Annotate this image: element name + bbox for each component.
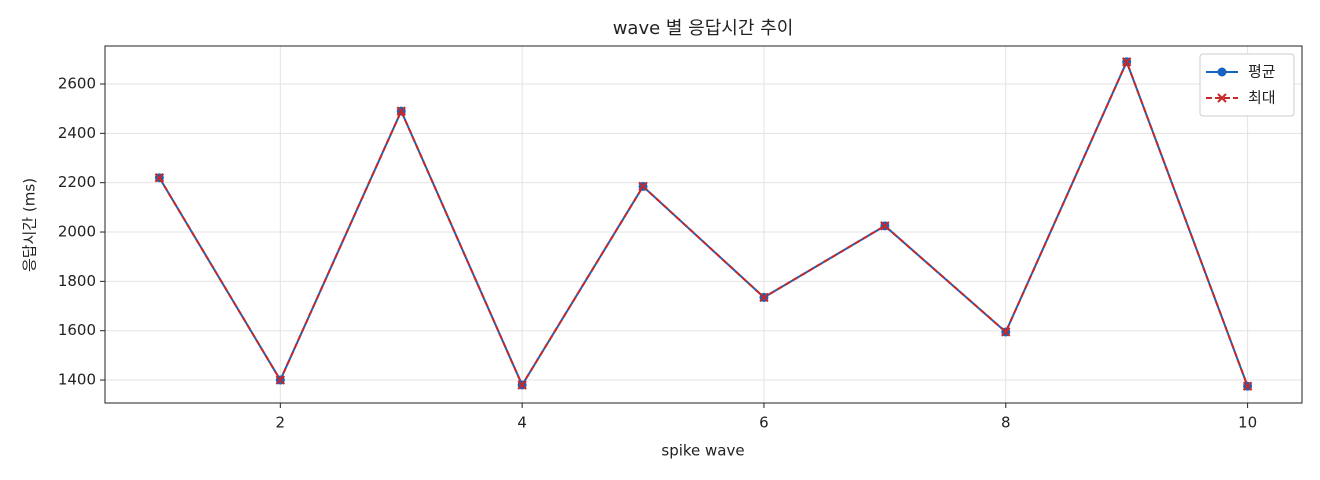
- x-tick-label: 8: [1001, 414, 1011, 432]
- y-tick-label: 1400: [58, 371, 96, 389]
- x-tick-label: 6: [759, 414, 769, 432]
- x-tick-label: 2: [276, 414, 286, 432]
- marker-x: [1217, 93, 1227, 103]
- marker-stroke: [1242, 381, 1253, 391]
- marker-stroke: [759, 292, 769, 303]
- marker-x: [880, 221, 890, 231]
- chart-title: wave 별 응답시간 추이: [613, 18, 794, 39]
- y-tick-label: 1800: [58, 272, 96, 290]
- marker-stroke: [1121, 57, 1132, 67]
- marker-x: [1121, 57, 1132, 67]
- marker-stroke: [638, 181, 648, 192]
- marker-stroke: [1001, 327, 1011, 337]
- y-axis-label: 응답시간 (ms): [21, 178, 39, 272]
- series-line: [158, 59, 1249, 388]
- marker-x: [275, 375, 286, 385]
- plot-frame: [104, 45, 1303, 404]
- marker-x: [1001, 327, 1011, 337]
- marker-x: [517, 380, 527, 390]
- x-tick-label: 10: [1238, 414, 1257, 432]
- x-axis-label: spike wave: [661, 442, 744, 460]
- y-tick-label: 2400: [58, 124, 96, 142]
- marker-stroke: [396, 106, 406, 116]
- marker-x: [1242, 381, 1253, 391]
- y-tick-label: 2200: [58, 173, 96, 191]
- marker-x: [154, 173, 165, 183]
- legend-box: [1199, 53, 1295, 117]
- y-tick-label: 2600: [58, 74, 96, 92]
- series-line: [158, 59, 1249, 388]
- marker-x: [759, 292, 769, 303]
- legend-label: 최대: [1248, 89, 1276, 107]
- marker-stroke: [1217, 93, 1227, 103]
- y-tick-label: 1600: [58, 321, 96, 339]
- marker-stroke: [275, 375, 286, 385]
- marker-x: [638, 181, 648, 192]
- y-tick-label: 2000: [58, 223, 96, 241]
- legend-label: 평균: [1248, 63, 1276, 81]
- marker-stroke: [880, 221, 890, 231]
- marker-dot: [1217, 67, 1227, 77]
- marker-stroke: [517, 380, 527, 390]
- marker-x: [396, 106, 406, 116]
- x-tick-label: 4: [517, 414, 527, 432]
- marker-stroke: [154, 173, 165, 183]
